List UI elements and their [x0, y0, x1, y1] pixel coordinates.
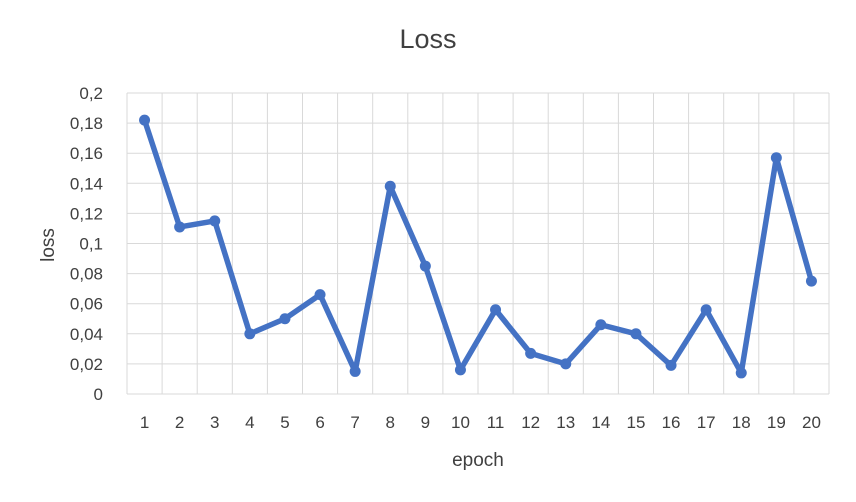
x-tick-label: 11 — [487, 413, 505, 432]
y-tick-label: 0,12 — [70, 204, 103, 223]
y-tick-label: 0,02 — [70, 355, 103, 374]
x-tick-label: 9 — [421, 413, 430, 432]
x-tick-label: 14 — [591, 413, 610, 432]
y-tick-label: 0,2 — [79, 84, 103, 103]
x-tick-label: 13 — [556, 413, 575, 432]
data-point — [419, 260, 431, 272]
gridlines — [126, 92, 830, 395]
data-point — [349, 365, 361, 377]
data-point — [454, 364, 466, 376]
data-point — [139, 114, 151, 126]
x-tick-label: 12 — [521, 413, 540, 432]
x-tick-label: 7 — [350, 413, 359, 432]
y-tick-label: 0,08 — [70, 265, 103, 284]
data-point — [314, 289, 326, 301]
chart-title: Loss — [399, 24, 456, 54]
series-line — [141, 117, 815, 376]
data-point — [595, 319, 607, 331]
data-point — [735, 367, 747, 379]
x-tick-label: 19 — [767, 413, 786, 432]
y-tick-label: 0,18 — [70, 114, 103, 133]
x-tick-label: 5 — [280, 413, 289, 432]
data-point — [174, 221, 186, 233]
y-tick-label: 0,04 — [70, 325, 103, 344]
x-tick-label: 16 — [662, 413, 681, 432]
data-point — [490, 304, 502, 316]
data-point — [525, 347, 537, 359]
x-axis-ticks: 1 2 3 4 5 6 7 8 9 10 11 12 13 14 15 16 17 18 19 20 — [140, 413, 821, 432]
data-point — [560, 358, 572, 370]
x-tick-label: 15 — [626, 413, 645, 432]
x-tick-label: 3 — [210, 413, 219, 432]
data-point — [665, 359, 677, 371]
x-tick-label: 8 — [386, 413, 395, 432]
x-tick-label: 17 — [697, 413, 716, 432]
y-axis-title: loss — [38, 228, 59, 262]
data-point — [805, 275, 817, 287]
data-point — [244, 328, 256, 340]
y-tick-label: 0,06 — [70, 295, 103, 314]
series-layer — [139, 114, 817, 379]
y-tick-label: 0 — [94, 385, 103, 404]
x-tick-label: 18 — [732, 413, 751, 432]
y-tick-label: 0,1 — [79, 235, 103, 254]
x-tick-label: 4 — [245, 413, 254, 432]
x-axis-title: epoch — [452, 450, 504, 471]
y-axis-ticks: 0 0,02 0,04 0,06 0,08 0,1 0,12 0,14 0,16 0,18 0,2 — [70, 84, 103, 404]
x-tick-label: 2 — [175, 413, 184, 432]
x-tick-label: 20 — [802, 413, 821, 432]
x-tick-label: 10 — [451, 413, 470, 432]
y-tick-label: 0,14 — [70, 174, 103, 193]
data-point — [630, 328, 642, 340]
x-tick-label: 1 — [140, 413, 149, 432]
data-point — [700, 304, 712, 316]
y-tick-label: 0,16 — [70, 144, 103, 163]
data-point — [770, 152, 782, 164]
data-point — [384, 180, 396, 192]
data-point — [209, 215, 221, 227]
data-point — [279, 313, 291, 325]
x-tick-label: 6 — [315, 413, 324, 432]
